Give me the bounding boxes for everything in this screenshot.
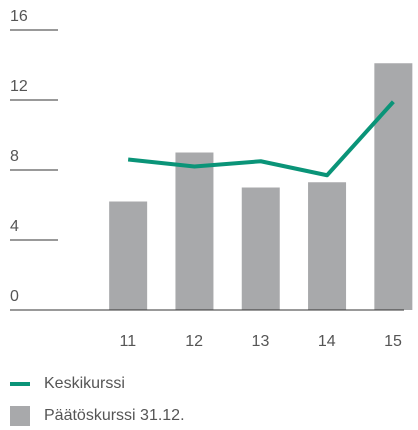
y-tick-label: 12 (10, 78, 28, 95)
x-tick-label: 14 (318, 333, 336, 350)
y-tick-label: 0 (10, 288, 19, 305)
y-tick-label: 4 (10, 218, 19, 235)
legend-label: Keskikurssi (44, 375, 125, 392)
x-tick-label: 11 (120, 333, 137, 350)
bar (109, 201, 148, 310)
bar (308, 182, 347, 310)
bar (241, 187, 280, 310)
x-tick-label: 13 (252, 333, 270, 350)
x-tick-label: 12 (185, 333, 203, 350)
line (127, 100, 395, 178)
bar (374, 63, 413, 310)
y-tick-label: 16 (10, 8, 28, 25)
bar (175, 152, 214, 310)
legend-label: Päätöskurssi 31.12. (44, 407, 185, 424)
y-tick-label: 8 (10, 148, 19, 165)
legend-swatch (10, 382, 30, 386)
legend-swatch (10, 406, 30, 426)
x-tick-label: 15 (384, 333, 402, 350)
